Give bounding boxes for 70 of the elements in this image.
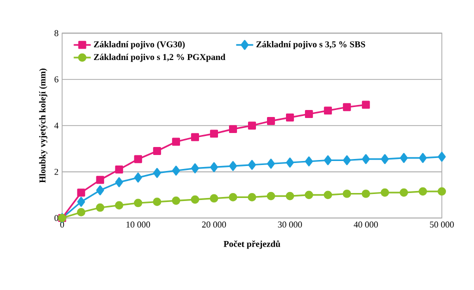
point bbox=[134, 155, 142, 164]
x-axis-title: Počet přejezdů bbox=[224, 240, 280, 249]
point bbox=[190, 195, 200, 204]
point bbox=[191, 163, 199, 174]
point bbox=[210, 130, 218, 138]
y-tick-label: 6 bbox=[54, 76, 58, 82]
point bbox=[438, 187, 446, 196]
point bbox=[362, 100, 370, 109]
point bbox=[286, 113, 294, 122]
point bbox=[134, 172, 142, 182]
point bbox=[362, 154, 370, 164]
point bbox=[153, 146, 162, 155]
point bbox=[418, 152, 427, 163]
point bbox=[438, 152, 446, 162]
point bbox=[96, 176, 104, 184]
point bbox=[115, 165, 124, 174]
point bbox=[172, 196, 180, 205]
point bbox=[191, 133, 200, 142]
point bbox=[76, 208, 86, 216]
point bbox=[248, 192, 256, 202]
point bbox=[342, 155, 351, 166]
point bbox=[286, 192, 294, 200]
point bbox=[114, 201, 124, 210]
point bbox=[266, 116, 275, 125]
point bbox=[210, 194, 218, 202]
point bbox=[153, 168, 162, 178]
point bbox=[324, 190, 332, 200]
point bbox=[362, 190, 370, 198]
y-tick-label: 2 bbox=[54, 168, 58, 175]
point bbox=[152, 198, 162, 206]
point bbox=[115, 177, 124, 188]
point bbox=[134, 198, 142, 208]
point bbox=[305, 156, 313, 166]
point bbox=[210, 162, 218, 172]
point bbox=[304, 190, 314, 200]
x-tick-label: 10 000 bbox=[126, 221, 150, 228]
point bbox=[380, 154, 389, 164]
point bbox=[228, 192, 238, 202]
point bbox=[286, 158, 294, 168]
legend-label: Základní pojivo (VG30) bbox=[94, 40, 185, 50]
x-tick-label: 30 000 bbox=[278, 221, 302, 228]
point bbox=[77, 188, 86, 197]
point bbox=[266, 192, 276, 200]
x-tick-label: 40 000 bbox=[354, 221, 378, 228]
point bbox=[400, 152, 408, 163]
point bbox=[324, 106, 332, 114]
point bbox=[172, 138, 180, 146]
point bbox=[324, 155, 332, 166]
point bbox=[400, 188, 408, 197]
point bbox=[418, 187, 428, 196]
point bbox=[172, 166, 180, 176]
legend-label: Základní pojivo s 1,2 % PGXpand bbox=[94, 54, 226, 62]
point bbox=[342, 190, 352, 198]
point bbox=[96, 185, 104, 196]
y-tick-label: 8 bbox=[54, 30, 58, 36]
point bbox=[380, 188, 390, 197]
x-tick-label: 50 000 bbox=[430, 221, 454, 228]
point bbox=[229, 125, 237, 133]
point bbox=[229, 160, 237, 171]
y-axis-title: Hloubky vyjetých kolejí (mm) bbox=[39, 68, 48, 183]
legend-label: Základní pojivo s 3,5 % SBS bbox=[256, 40, 366, 50]
point bbox=[248, 122, 256, 130]
point bbox=[248, 160, 256, 170]
point bbox=[304, 110, 313, 118]
x-tick-label: 20 000 bbox=[202, 221, 226, 228]
point bbox=[96, 203, 104, 212]
y-tick-label: 4 bbox=[54, 122, 58, 128]
point bbox=[342, 103, 351, 112]
point bbox=[77, 196, 86, 207]
point bbox=[267, 158, 275, 169]
